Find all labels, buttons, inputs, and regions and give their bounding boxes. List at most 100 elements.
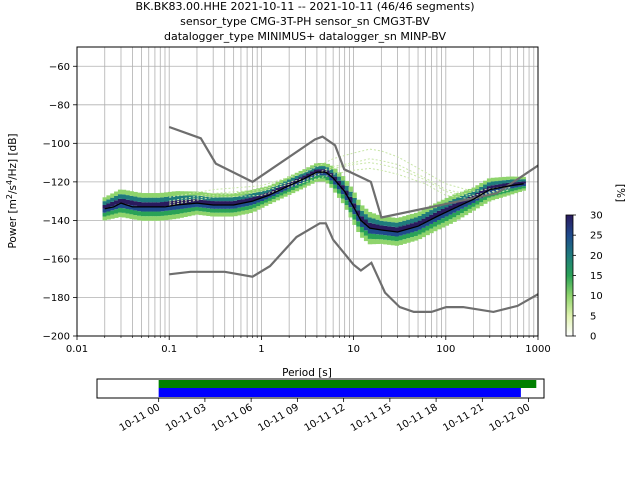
density-cell bbox=[267, 185, 273, 189]
density-cell bbox=[444, 197, 450, 203]
density-cell bbox=[114, 200, 119, 205]
density-cell bbox=[475, 204, 480, 209]
density-cell bbox=[521, 188, 526, 191]
noise-model-high-line bbox=[168, 125, 538, 219]
density-cell bbox=[436, 206, 442, 211]
density-cell bbox=[287, 179, 292, 183]
density-cell bbox=[398, 226, 403, 232]
density-cell bbox=[167, 205, 173, 211]
colorbar-tick-label: 15 bbox=[590, 271, 603, 282]
density-cell bbox=[144, 193, 150, 198]
density-cell bbox=[260, 204, 265, 208]
density-cell bbox=[160, 206, 165, 212]
density-cell bbox=[114, 195, 119, 201]
density-cell bbox=[283, 178, 288, 182]
density-cell bbox=[260, 200, 265, 205]
title-line-2: sensor_type CMG-3T-PH sensor_sn CMG3T-BV bbox=[180, 15, 430, 28]
density-cell bbox=[363, 208, 369, 215]
y-tick-label: −180 bbox=[43, 293, 70, 304]
density-cell bbox=[102, 212, 107, 217]
y-tick-label: −100 bbox=[43, 139, 70, 150]
density-cell bbox=[290, 174, 296, 178]
density-cell bbox=[479, 182, 484, 187]
density-cell bbox=[375, 214, 380, 220]
density-cell bbox=[440, 209, 446, 214]
density-cell bbox=[129, 200, 134, 206]
density-cell bbox=[383, 235, 388, 240]
density-cell bbox=[436, 220, 442, 225]
density-cell bbox=[321, 172, 327, 176]
density-cell bbox=[302, 181, 307, 185]
density-cell bbox=[390, 240, 396, 246]
density-cell bbox=[425, 216, 430, 222]
density-cell bbox=[125, 204, 131, 209]
density-cell bbox=[144, 206, 150, 212]
density-cell bbox=[333, 172, 338, 177]
density-cell bbox=[348, 212, 353, 218]
timeline-tick-label: 10-11 21 bbox=[441, 402, 485, 434]
density-cell bbox=[506, 179, 511, 183]
density-cell bbox=[521, 179, 526, 182]
density-cell bbox=[267, 200, 273, 204]
density-cell bbox=[175, 200, 180, 205]
density-cell bbox=[356, 205, 361, 211]
density-cell bbox=[260, 194, 265, 198]
density-cell bbox=[302, 184, 307, 188]
density-cell bbox=[337, 176, 342, 181]
density-cell bbox=[363, 214, 369, 220]
density-cell bbox=[444, 207, 450, 212]
density-cell bbox=[475, 185, 480, 190]
density-cell bbox=[240, 195, 246, 200]
timeline-tick-label: 10-11 09 bbox=[256, 402, 300, 434]
density-cell bbox=[110, 197, 115, 202]
density-cell bbox=[436, 201, 442, 207]
colorbar-tick-label: 30 bbox=[590, 211, 603, 222]
density-cell bbox=[248, 201, 254, 206]
density-cell bbox=[452, 212, 457, 218]
density-cell bbox=[117, 189, 123, 195]
density-cell bbox=[279, 195, 284, 199]
density-cell bbox=[337, 193, 342, 198]
density-cell bbox=[210, 208, 215, 213]
density-cell bbox=[337, 172, 342, 177]
density-cell bbox=[333, 168, 338, 173]
density-cell bbox=[140, 211, 146, 217]
density-cell bbox=[344, 185, 350, 191]
density-cell bbox=[233, 208, 238, 213]
density-cell bbox=[125, 208, 131, 214]
density-cell bbox=[114, 213, 119, 218]
density-cell bbox=[344, 190, 350, 196]
density-cell bbox=[444, 221, 450, 226]
density-cell bbox=[110, 193, 115, 198]
density-cell bbox=[171, 191, 177, 197]
density-cell bbox=[502, 180, 507, 184]
density-cell bbox=[421, 232, 426, 238]
density-cell bbox=[102, 208, 107, 213]
density-cell bbox=[152, 211, 157, 217]
density-cell bbox=[513, 187, 519, 191]
density-cell bbox=[325, 173, 330, 177]
density-cell bbox=[137, 201, 142, 207]
density-cell bbox=[413, 222, 419, 227]
density-cell bbox=[317, 162, 323, 167]
density-cell bbox=[221, 201, 227, 205]
density-cell bbox=[237, 199, 242, 204]
density-cell bbox=[413, 217, 419, 223]
density-cell bbox=[448, 209, 453, 215]
density-cell bbox=[436, 215, 442, 221]
density-cell bbox=[190, 211, 196, 216]
density-cell bbox=[486, 186, 492, 190]
density-cell bbox=[406, 224, 411, 229]
density-cell bbox=[171, 205, 177, 210]
density-cell bbox=[275, 188, 280, 192]
density-cell bbox=[171, 214, 177, 220]
density-cell bbox=[225, 212, 230, 217]
density-cell bbox=[498, 194, 503, 198]
density-cell bbox=[183, 212, 188, 217]
density-cell bbox=[256, 198, 261, 203]
density-cell bbox=[340, 185, 346, 190]
density-cell bbox=[167, 214, 173, 220]
density-cell bbox=[375, 229, 380, 235]
density-cell bbox=[214, 212, 219, 217]
psd-segments-bar bbox=[158, 388, 521, 397]
